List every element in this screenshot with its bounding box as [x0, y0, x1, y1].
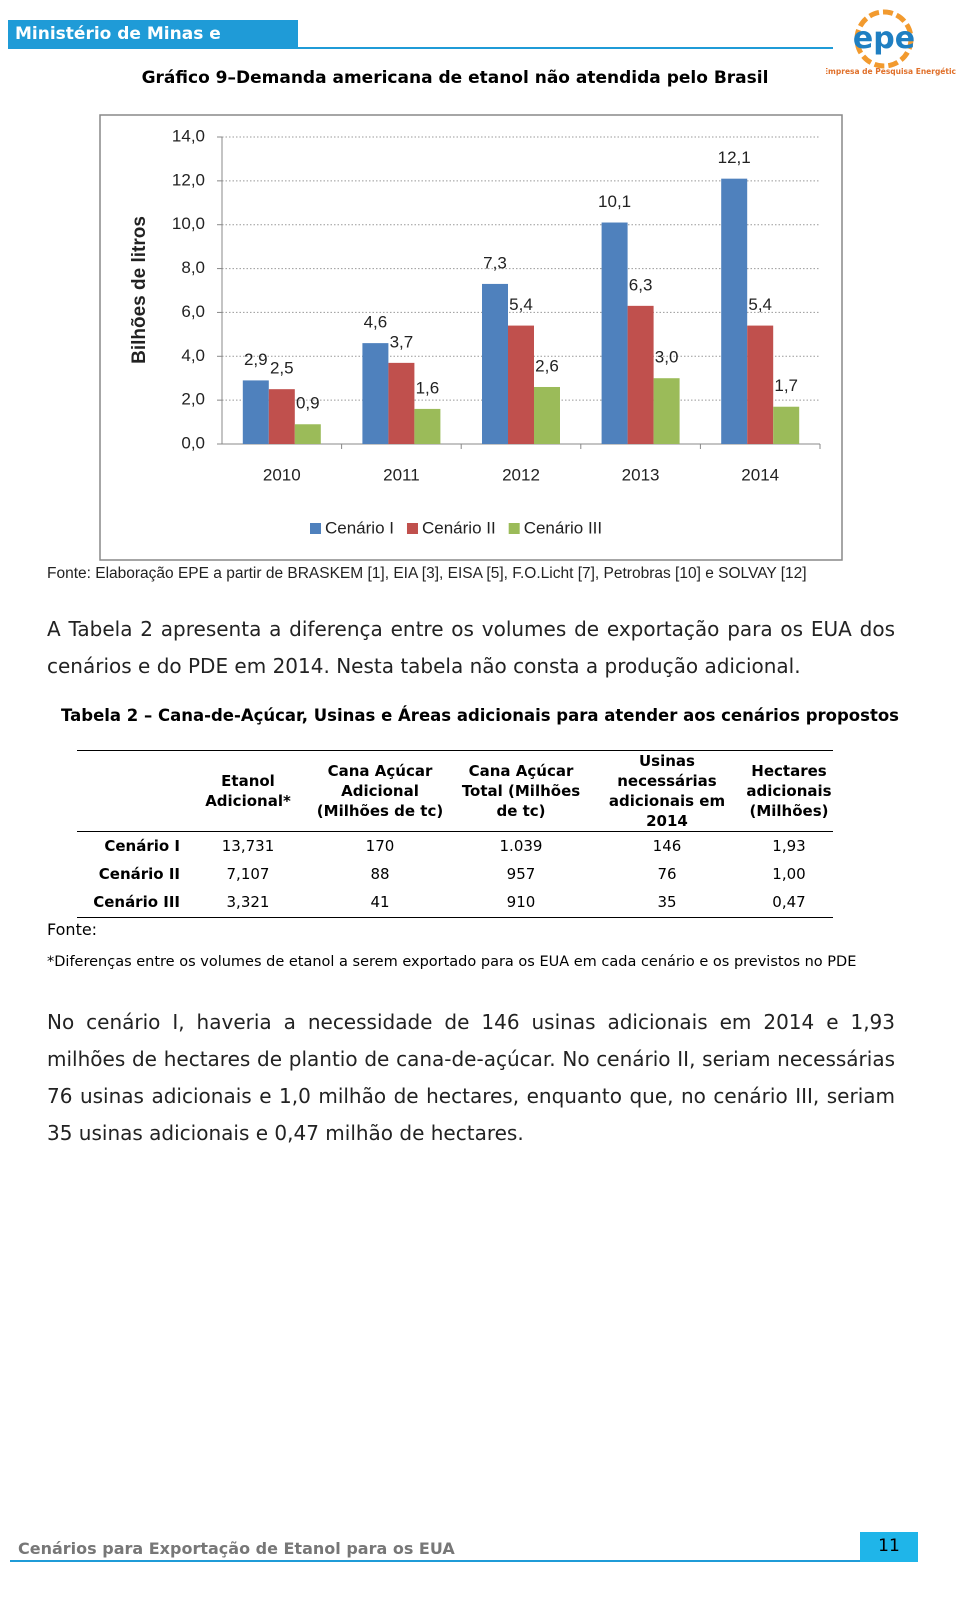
- bar: [362, 343, 389, 444]
- table-cell: 910: [506, 893, 536, 911]
- chart-source: Fonte: Elaboração EPE a partir de BRASKE…: [47, 565, 807, 582]
- chart-title: Gráfico 9–Demanda americana de etanol nã…: [142, 68, 769, 88]
- bar: [388, 362, 415, 444]
- x-tick-label: 2010: [263, 465, 301, 484]
- table: Etanol Adicional* Cana Açúcar Adicional (…: [77, 750, 833, 918]
- table-cell: 41: [370, 893, 390, 911]
- table-cell: 146: [652, 837, 682, 855]
- bar: [601, 222, 628, 444]
- row-label: Cenário I: [104, 837, 180, 855]
- value-label: 12,1: [718, 148, 751, 167]
- table-rule: [77, 831, 833, 832]
- bar: [773, 406, 800, 444]
- x-tick-label: 2014: [741, 465, 779, 484]
- x-tick-label: 2013: [622, 465, 660, 484]
- legend-label: Cenário II: [422, 518, 496, 537]
- table-cell: 0,47: [772, 893, 806, 911]
- table-rule: [77, 917, 833, 918]
- value-label: 0,9: [296, 394, 320, 413]
- y-axis-label: Bilhões de litros: [129, 216, 150, 364]
- column-header: Cana Açúcar Total (Milhões de tc): [461, 762, 581, 820]
- legend-swatch: [508, 523, 520, 534]
- chart: Gráfico 9–Demanda americana de etanol nã…: [47, 68, 843, 582]
- logo-ring: [854, 9, 914, 69]
- bar: [747, 325, 774, 444]
- value-label: 1,7: [774, 376, 798, 395]
- footer-rule: [10, 1560, 860, 1562]
- bar: [508, 325, 534, 444]
- value-label: 1,6: [416, 378, 440, 397]
- chart-frame: [99, 114, 843, 561]
- y-tick-label: 2,0: [181, 390, 205, 409]
- value-label: 2,6: [535, 356, 559, 375]
- bar: [653, 378, 680, 444]
- table-rule: [77, 750, 833, 751]
- bar: [627, 305, 654, 444]
- logo-text: epe: [853, 21, 915, 56]
- y-tick-label: 10,0: [172, 214, 205, 233]
- paragraph: A Tabela 2 apresenta a diferença entre o…: [47, 617, 895, 678]
- bar: [268, 389, 295, 444]
- column-header: Etanol Adicional*: [205, 772, 291, 810]
- value-label: 2,5: [270, 359, 294, 378]
- page-number: 11: [860, 1532, 918, 1562]
- x-tick-label: 2012: [502, 465, 540, 484]
- bar: [242, 380, 269, 444]
- y-tick-label: 8,0: [181, 258, 205, 277]
- value-label: 3,0: [655, 348, 679, 367]
- value-label: 10,1: [598, 192, 631, 211]
- value-label: 5,4: [748, 295, 772, 314]
- value-label: 6,3: [629, 275, 653, 294]
- logo-tagline: Empresa de Pesquisa Energética: [826, 67, 956, 76]
- column-header: Cana Açúcar Adicional (Milhões de tc): [316, 762, 444, 820]
- table-cell: 76: [657, 865, 677, 883]
- header-rule: [298, 47, 833, 49]
- paragraph: No cenário I, haveria a necessidade de 1…: [47, 1010, 895, 1145]
- table-cell: 35: [657, 893, 677, 911]
- bar: [534, 386, 560, 444]
- bar: [414, 408, 441, 444]
- legend-swatch: [406, 523, 418, 534]
- column-header: Usinas necessárias adicionais em 2014: [608, 752, 726, 830]
- table-cell: 957: [506, 865, 536, 883]
- logo: epe Empresa de Pesquisa Energética: [826, 9, 956, 76]
- table-cell: 88: [370, 865, 390, 883]
- y-tick-label: 0,0: [181, 433, 205, 452]
- table-source: Fonte:: [47, 920, 98, 939]
- value-label: 4,6: [364, 313, 388, 332]
- y-tick-label: 4,0: [181, 346, 205, 365]
- table-cell: 1.039: [499, 837, 543, 855]
- table-cell: 170: [365, 837, 395, 855]
- y-tick-label: 6,0: [181, 302, 205, 321]
- y-tick-label: 12,0: [172, 170, 205, 189]
- value-label: 5,4: [509, 295, 533, 314]
- row-label: Cenário III: [93, 893, 180, 911]
- bar: [482, 283, 508, 444]
- legend-swatch: [310, 523, 321, 534]
- y-tick-label: 14,0: [172, 126, 205, 145]
- bar: [721, 178, 748, 444]
- value-label: 3,7: [390, 332, 414, 351]
- ministry-banner: Ministério de Minas e Energia: [8, 20, 298, 73]
- table-cell: 7,107: [226, 865, 270, 883]
- column-header: Hectares adicionais (Milhões): [746, 762, 832, 820]
- bar: [294, 424, 321, 444]
- row-label: Cenário II: [98, 865, 180, 883]
- table-cell: 3,321: [226, 893, 270, 911]
- table-title: Tabela 2 – Cana-de-Açúcar, Usinas e Área…: [61, 706, 899, 725]
- table-cell: 1,00: [772, 865, 806, 883]
- table-footnote: *Diferenças entre os volumes de etanol a…: [47, 954, 857, 970]
- table-cell: 1,93: [772, 837, 806, 855]
- footer-title: Cenários para Exportação de Etanol para …: [18, 1539, 455, 1558]
- value-label: 2,9: [244, 350, 268, 369]
- x-tick-label: 2011: [383, 465, 420, 484]
- legend-label: Cenário I: [325, 518, 394, 537]
- table-cell: 13,731: [221, 837, 275, 855]
- value-label: 7,3: [483, 253, 507, 272]
- legend-label: Cenário III: [524, 518, 602, 537]
